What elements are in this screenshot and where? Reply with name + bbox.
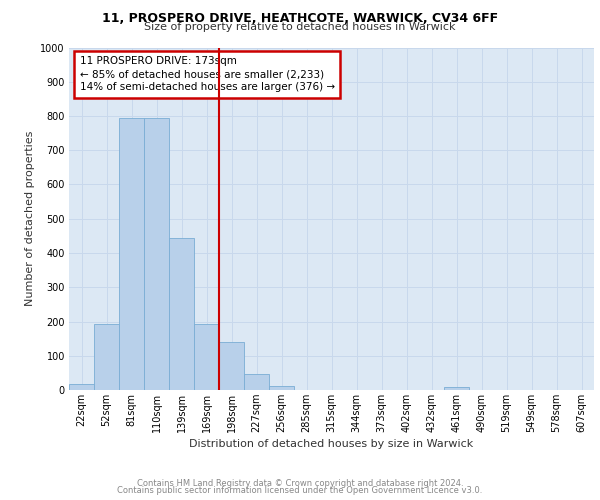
Bar xyxy=(194,324,219,390)
Bar xyxy=(219,342,244,390)
Bar xyxy=(94,324,119,390)
Text: Contains HM Land Registry data © Crown copyright and database right 2024.: Contains HM Land Registry data © Crown c… xyxy=(137,478,463,488)
Bar xyxy=(69,384,94,390)
X-axis label: Distribution of detached houses by size in Warwick: Distribution of detached houses by size … xyxy=(190,439,473,449)
Bar xyxy=(244,374,269,390)
Text: 11 PROSPERO DRIVE: 173sqm
← 85% of detached houses are smaller (2,233)
14% of se: 11 PROSPERO DRIVE: 173sqm ← 85% of detac… xyxy=(79,56,335,92)
Bar xyxy=(269,386,294,390)
Bar xyxy=(144,118,169,390)
Bar xyxy=(119,118,144,390)
Text: 11, PROSPERO DRIVE, HEATHCOTE, WARWICK, CV34 6FF: 11, PROSPERO DRIVE, HEATHCOTE, WARWICK, … xyxy=(102,12,498,24)
Bar xyxy=(169,238,194,390)
Text: Size of property relative to detached houses in Warwick: Size of property relative to detached ho… xyxy=(144,22,456,32)
Text: Contains public sector information licensed under the Open Government Licence v3: Contains public sector information licen… xyxy=(118,486,482,495)
Y-axis label: Number of detached properties: Number of detached properties xyxy=(25,131,35,306)
Bar xyxy=(444,386,469,390)
